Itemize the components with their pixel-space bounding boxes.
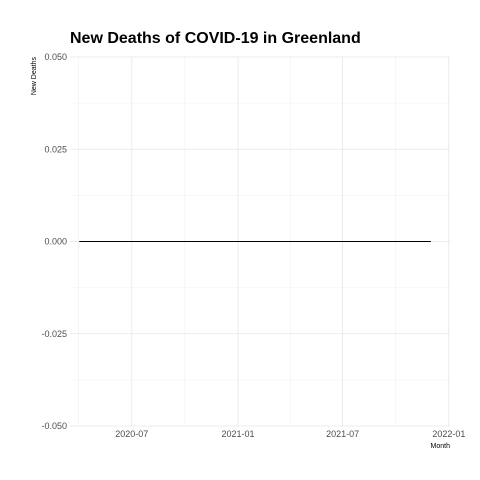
tick-labels: -0.050 -0.025 0.000 0.025 0.050 2020-07 2021-0… [41,52,465,439]
y-axis-label: New Deaths [31,57,38,96]
x-tick-label: 2021-01 [222,429,255,439]
x-tick-label: 2020-07 [115,429,148,439]
y-tick-label: 0.025 [44,144,67,154]
y-tick-label: 0.050 [44,52,67,62]
x-tick-label: 2022-01 [432,429,465,439]
y-tick-label: -0.025 [41,329,67,339]
y-tick-label: -0.050 [41,421,67,431]
chart-title: New Deaths of COVID-19 in Greenland [70,30,361,47]
x-axis-label: Month [431,443,451,450]
x-tick-label: 2021-07 [326,429,359,439]
y-tick-label: 0.000 [44,237,67,247]
